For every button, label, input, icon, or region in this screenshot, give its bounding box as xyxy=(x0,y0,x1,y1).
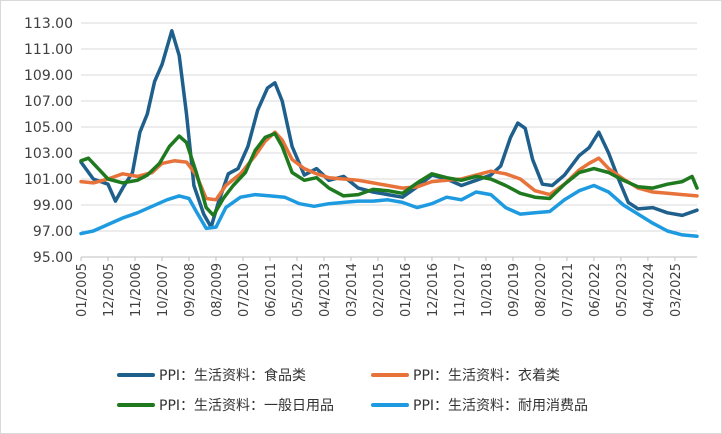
y-tick-label: 105.00 xyxy=(24,120,73,136)
x-tick-label: 07/2021 xyxy=(561,263,576,317)
y-tick-label: 113.00 xyxy=(24,16,73,32)
x-tick-label: 12/2016 xyxy=(426,263,441,317)
series-line-4 xyxy=(79,183,699,238)
x-tick-label: 01/2016 xyxy=(399,263,414,317)
x-tick-label: 09/2019 xyxy=(507,263,522,317)
series-line-2 xyxy=(79,130,699,202)
x-tick-label: 08/2009 xyxy=(210,263,225,317)
x-tick-label: 03/2014 xyxy=(345,263,360,317)
y-tick-label: 95.00 xyxy=(33,250,73,266)
x-tick-label: 02/2015 xyxy=(372,263,387,317)
x-tick-label: 10/2007 xyxy=(156,263,171,317)
x-tick-label: 04/2024 xyxy=(642,263,657,317)
y-tick-label: 99.00 xyxy=(33,198,73,214)
y-tick-label: 109.00 xyxy=(24,68,73,84)
legend-label: PPI：生活资料：一般日用品 xyxy=(159,398,334,414)
legend-label: PPI：生活资料：耐用消费品 xyxy=(413,398,588,414)
x-tick-label: 03/2025 xyxy=(669,263,684,317)
x-tick-label: 05/2023 xyxy=(615,263,630,317)
x-tick-label: 06/2011 xyxy=(264,263,279,317)
x-tick-label: 08/2020 xyxy=(534,263,549,317)
x-tick-label: 05/2012 xyxy=(291,263,306,317)
series-line-3 xyxy=(79,131,699,218)
y-tick-label: 107.00 xyxy=(24,94,73,110)
legend-label: PPI：生活资料：衣着类 xyxy=(413,368,560,384)
legend: PPI：生活资料：食品类 PPI：生活资料：衣着类 PPI：生活资料：一般日用品 PP… xyxy=(117,367,588,414)
x-axis-ticks: 01/2005 12/2005 11/2006 10/2007 09/2008 08/20… xyxy=(75,257,684,317)
x-tick-label: 07/2010 xyxy=(237,263,252,317)
x-tick-label: 11/2006 xyxy=(129,263,144,317)
x-tick-label: 10/2018 xyxy=(480,263,495,317)
y-tick-label: 111.00 xyxy=(24,42,73,58)
x-tick-label: 06/2022 xyxy=(588,263,603,317)
y-tick-label: 103.00 xyxy=(24,146,73,162)
x-tick-label: 11/2017 xyxy=(453,263,468,317)
y-tick-label: 101.00 xyxy=(24,172,73,188)
y-axis-ticks: 113.00 111.00 109.00 107.00 105.00 103.00 101.… xyxy=(24,16,73,266)
y-tick-label: 97.00 xyxy=(33,224,73,240)
legend-label: PPI：生活资料：食品类 xyxy=(159,367,306,384)
x-tick-label: 01/2005 xyxy=(75,263,90,317)
x-tick-label: 04/2013 xyxy=(318,263,333,317)
series-lines xyxy=(79,29,699,238)
x-tick-label: 12/2005 xyxy=(102,263,117,317)
x-tick-label: 09/2008 xyxy=(183,263,198,317)
series-line-1 xyxy=(79,29,699,229)
